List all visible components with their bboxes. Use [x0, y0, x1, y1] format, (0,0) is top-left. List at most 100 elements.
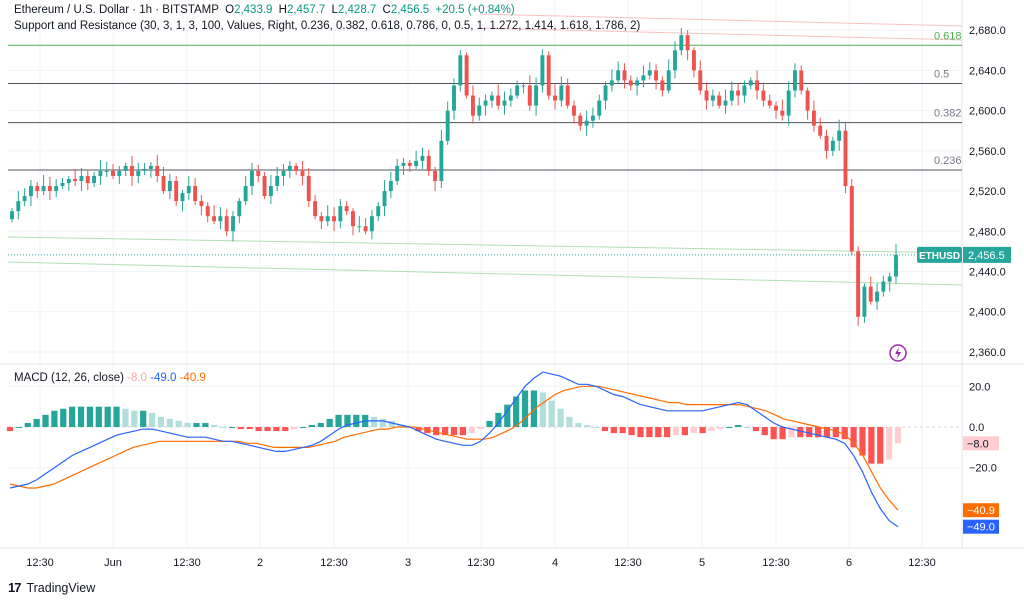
tradingview-logo[interactable]: 17 TradingView	[8, 580, 95, 595]
macd-hist-bar	[104, 406, 111, 428]
candle-body	[218, 216, 223, 222]
macd-hist-bar	[51, 410, 58, 428]
candle-body	[414, 160, 419, 166]
candle-body	[887, 276, 892, 282]
candle-body	[767, 100, 772, 106]
candle	[736, 83, 741, 106]
candle-body	[256, 170, 261, 176]
candle	[351, 208, 355, 236]
candle	[85, 169, 90, 191]
candle	[546, 51, 551, 100]
candle	[799, 65, 804, 95]
lightning-icon	[889, 344, 907, 362]
candle	[407, 159, 412, 172]
candle	[534, 77, 539, 116]
candle-body	[748, 80, 753, 86]
macd-hist-bar	[299, 427, 307, 429]
macd-hist-bar	[344, 414, 351, 428]
macd-signal-badge: −40.9	[963, 503, 999, 518]
macd-hist-bar	[557, 408, 564, 428]
candle-body	[647, 70, 652, 76]
candle	[868, 276, 873, 305]
macd-hist-bar	[442, 427, 449, 436]
candle-body	[268, 186, 273, 197]
candle	[540, 49, 545, 93]
macd-y-tick-label: 0.0	[969, 422, 984, 434]
macd-hist-bar	[699, 427, 706, 434]
macd-hist-bar	[282, 427, 289, 432]
macd-hist-bar	[850, 427, 857, 448]
candle	[414, 150, 419, 169]
candle	[332, 207, 336, 232]
price-badge: 2,456.5	[963, 246, 1011, 263]
macd-hist-badge-bg	[963, 436, 999, 451]
candle	[818, 117, 823, 139]
candle-body	[609, 80, 614, 86]
candle-body	[325, 216, 330, 222]
macd-hist-bar	[486, 420, 493, 428]
candle-body	[111, 170, 115, 176]
macd-header[interactable]: MACD (12, 26, close) -8.0 -49.0 -40.9	[14, 372, 206, 384]
candle	[609, 69, 614, 92]
macd-hist-bar	[468, 427, 475, 434]
candle-body	[780, 110, 785, 116]
macd-hist-bar	[95, 406, 102, 428]
candle-body	[167, 181, 172, 192]
candle	[508, 88, 513, 107]
candle	[275, 166, 280, 192]
macd-hist-bar	[770, 427, 777, 440]
trend-line-lower	[7, 236, 963, 254]
x-tick-label: 6	[846, 557, 852, 569]
candle	[199, 195, 204, 216]
y-tick-label: 2,480.0	[969, 226, 1006, 238]
candle-body	[161, 175, 166, 192]
macd-pane	[6, 371, 902, 528]
candle-body	[332, 216, 336, 222]
x-tick-label: 4	[552, 557, 558, 569]
macd-hist-bar	[15, 427, 22, 429]
candle	[603, 81, 608, 110]
candle	[243, 175, 248, 206]
candle	[287, 160, 292, 178]
macd-hist-bar	[726, 427, 733, 429]
macd-hist-bar	[379, 418, 387, 428]
candle	[496, 84, 501, 110]
macd-y-tick-label: 20.0	[969, 381, 990, 393]
macd-hist-bar	[681, 427, 688, 436]
candle	[881, 275, 886, 297]
candle	[458, 50, 463, 92]
candle-body	[546, 55, 551, 96]
macd-hist-bar	[513, 396, 520, 428]
candle	[647, 62, 652, 80]
candle-body	[679, 35, 684, 51]
macd-hist-bar	[788, 427, 795, 438]
candle	[338, 199, 343, 229]
candle-body	[572, 105, 576, 116]
candle	[268, 174, 273, 205]
candle-body	[73, 178, 78, 181]
candle-body	[717, 95, 722, 106]
candle	[527, 75, 532, 111]
symbol-title[interactable]: Ethereum / U.S. Dollar · 1h · BITSTAMP	[14, 4, 219, 16]
macd-hist-bar	[690, 427, 697, 434]
candle	[729, 81, 734, 106]
candle-body	[540, 55, 545, 86]
candle	[60, 177, 65, 190]
candle-body	[35, 186, 40, 192]
x-tick-label: 2	[257, 557, 263, 569]
candle-body	[635, 80, 640, 86]
candle-body	[155, 165, 160, 176]
candle-body	[344, 206, 349, 212]
macd-hist-bar	[752, 427, 760, 432]
candle	[811, 100, 816, 132]
candle	[483, 94, 488, 116]
candle-body	[224, 216, 229, 232]
indicator-header[interactable]: Support and Resistance (30, 3, 1, 3, 100…	[14, 20, 641, 32]
candle	[294, 162, 299, 175]
macd-line	[9, 371, 899, 528]
candle-body	[849, 186, 854, 252]
x-tick-label: 3	[405, 557, 411, 569]
macd-hist-bar	[113, 406, 120, 428]
candle	[635, 77, 640, 96]
